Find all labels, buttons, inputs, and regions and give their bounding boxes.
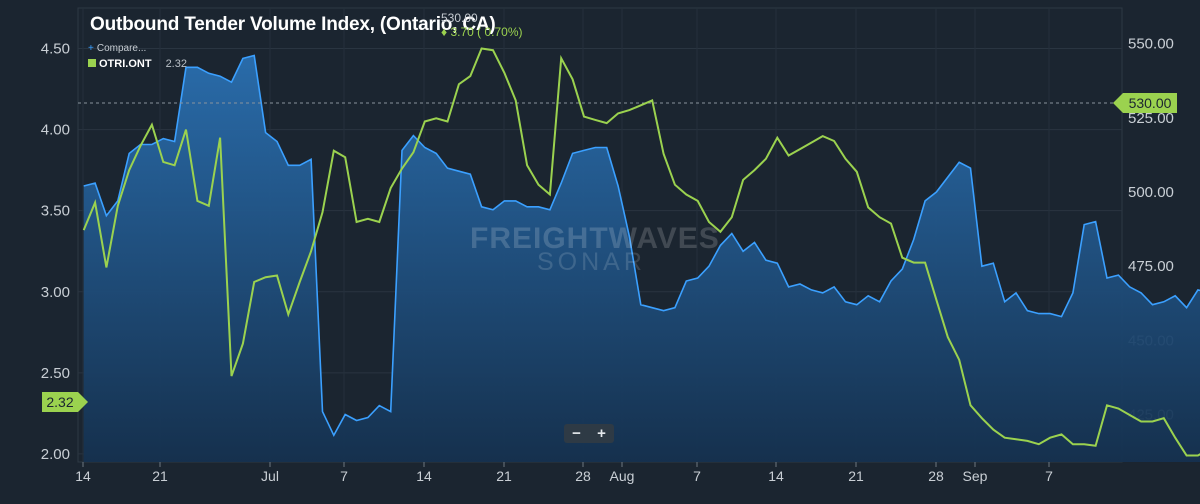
- x-tick-label: 14: [768, 468, 784, 484]
- x-tick-label: 21: [848, 468, 864, 484]
- right-tick-label: 550.00: [1128, 36, 1174, 53]
- x-tick-label: 14: [75, 468, 91, 484]
- x-tick-label: 7: [340, 468, 348, 484]
- x-tick-label: 7: [693, 468, 701, 484]
- x-tick-label: Aug: [610, 468, 635, 484]
- right-tick-label: 475.00: [1128, 258, 1174, 275]
- x-tick-label: Jul: [261, 468, 279, 484]
- left-tick-label: 2.50: [41, 365, 70, 382]
- x-tick-label: 14: [416, 468, 432, 484]
- chart-title: Outbound Tender Volume Index, (Ontario, …: [90, 14, 496, 35]
- right-tick-label: 500.00: [1128, 184, 1174, 201]
- watermark-brand: FREIGHTWAVES: [470, 222, 720, 255]
- legend-item-otri[interactable]: OTRI.ONT 2.32: [88, 58, 187, 70]
- header-value: 530.00: [441, 11, 478, 25]
- legend-series-name: OTRI.ONT: [99, 58, 152, 70]
- watermark-product: SONAR: [537, 248, 646, 276]
- otri-line: [82, 47, 1200, 457]
- left-tick-label: 4.00: [41, 122, 70, 139]
- series-color-swatch: [88, 59, 96, 67]
- x-tick-label: 7: [1045, 468, 1053, 484]
- zoom-controls: − +: [564, 424, 614, 443]
- compare-label: Compare...: [96, 43, 147, 54]
- left-value-flag-label: 2.32: [46, 394, 73, 410]
- x-tick-label: 28: [928, 468, 944, 484]
- x-tick-label: 21: [496, 468, 512, 484]
- otvi-line: [83, 54, 1200, 438]
- right-value-flag-label: 530.00: [1129, 95, 1172, 111]
- x-tick-label: 21: [152, 468, 168, 484]
- left-value-flag: [42, 392, 88, 413]
- left-tick-label: 4.50: [41, 41, 70, 58]
- zoom-in-button[interactable]: +: [597, 425, 606, 442]
- zoom-out-button[interactable]: −: [572, 425, 581, 442]
- legend-series-value: 2.32: [165, 58, 187, 70]
- header-change: ♦ 3.70 ( 0.70%): [441, 25, 523, 39]
- plus-icon: +: [88, 43, 94, 54]
- left-tick-label: 3.00: [41, 284, 70, 301]
- x-tick-label: 28: [575, 468, 591, 484]
- x-tick-label: Sep: [963, 468, 988, 484]
- right-value-flag: [1113, 92, 1177, 113]
- left-tick-label: 2.00: [41, 446, 70, 463]
- otvi-area: [83, 55, 1200, 462]
- right-tick-label: 525.00: [1128, 110, 1174, 127]
- left-tick-label: 3.50: [41, 203, 70, 220]
- compare-button[interactable]: + Compare...: [88, 43, 146, 54]
